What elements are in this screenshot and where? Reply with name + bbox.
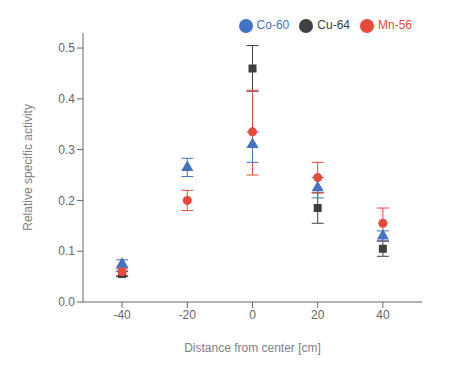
svg-text:Relative specific activity: Relative specific activity <box>21 104 35 231</box>
svg-text:0.3: 0.3 <box>58 143 75 157</box>
svg-text:20: 20 <box>311 308 325 322</box>
svg-text:40: 40 <box>376 308 390 322</box>
svg-text:Distance from center [cm]: Distance from center [cm] <box>184 341 321 355</box>
html-text:Cu-64: Cu-64 <box>317 18 350 32</box>
svg-text:0.4: 0.4 <box>58 92 75 106</box>
html-text:Mn-56: Mn-56 <box>378 18 412 32</box>
svg-text:0.2: 0.2 <box>58 194 75 208</box>
svg-text:0.0: 0.0 <box>58 295 75 309</box>
svg-text:0.5: 0.5 <box>58 41 75 55</box>
svg-text:-20: -20 <box>179 308 197 322</box>
html-text:Co-60: Co-60 <box>256 18 290 32</box>
svg-text:-40: -40 <box>113 308 131 322</box>
svg-text:0: 0 <box>249 308 256 322</box>
svg-text:0.1: 0.1 <box>58 244 75 258</box>
